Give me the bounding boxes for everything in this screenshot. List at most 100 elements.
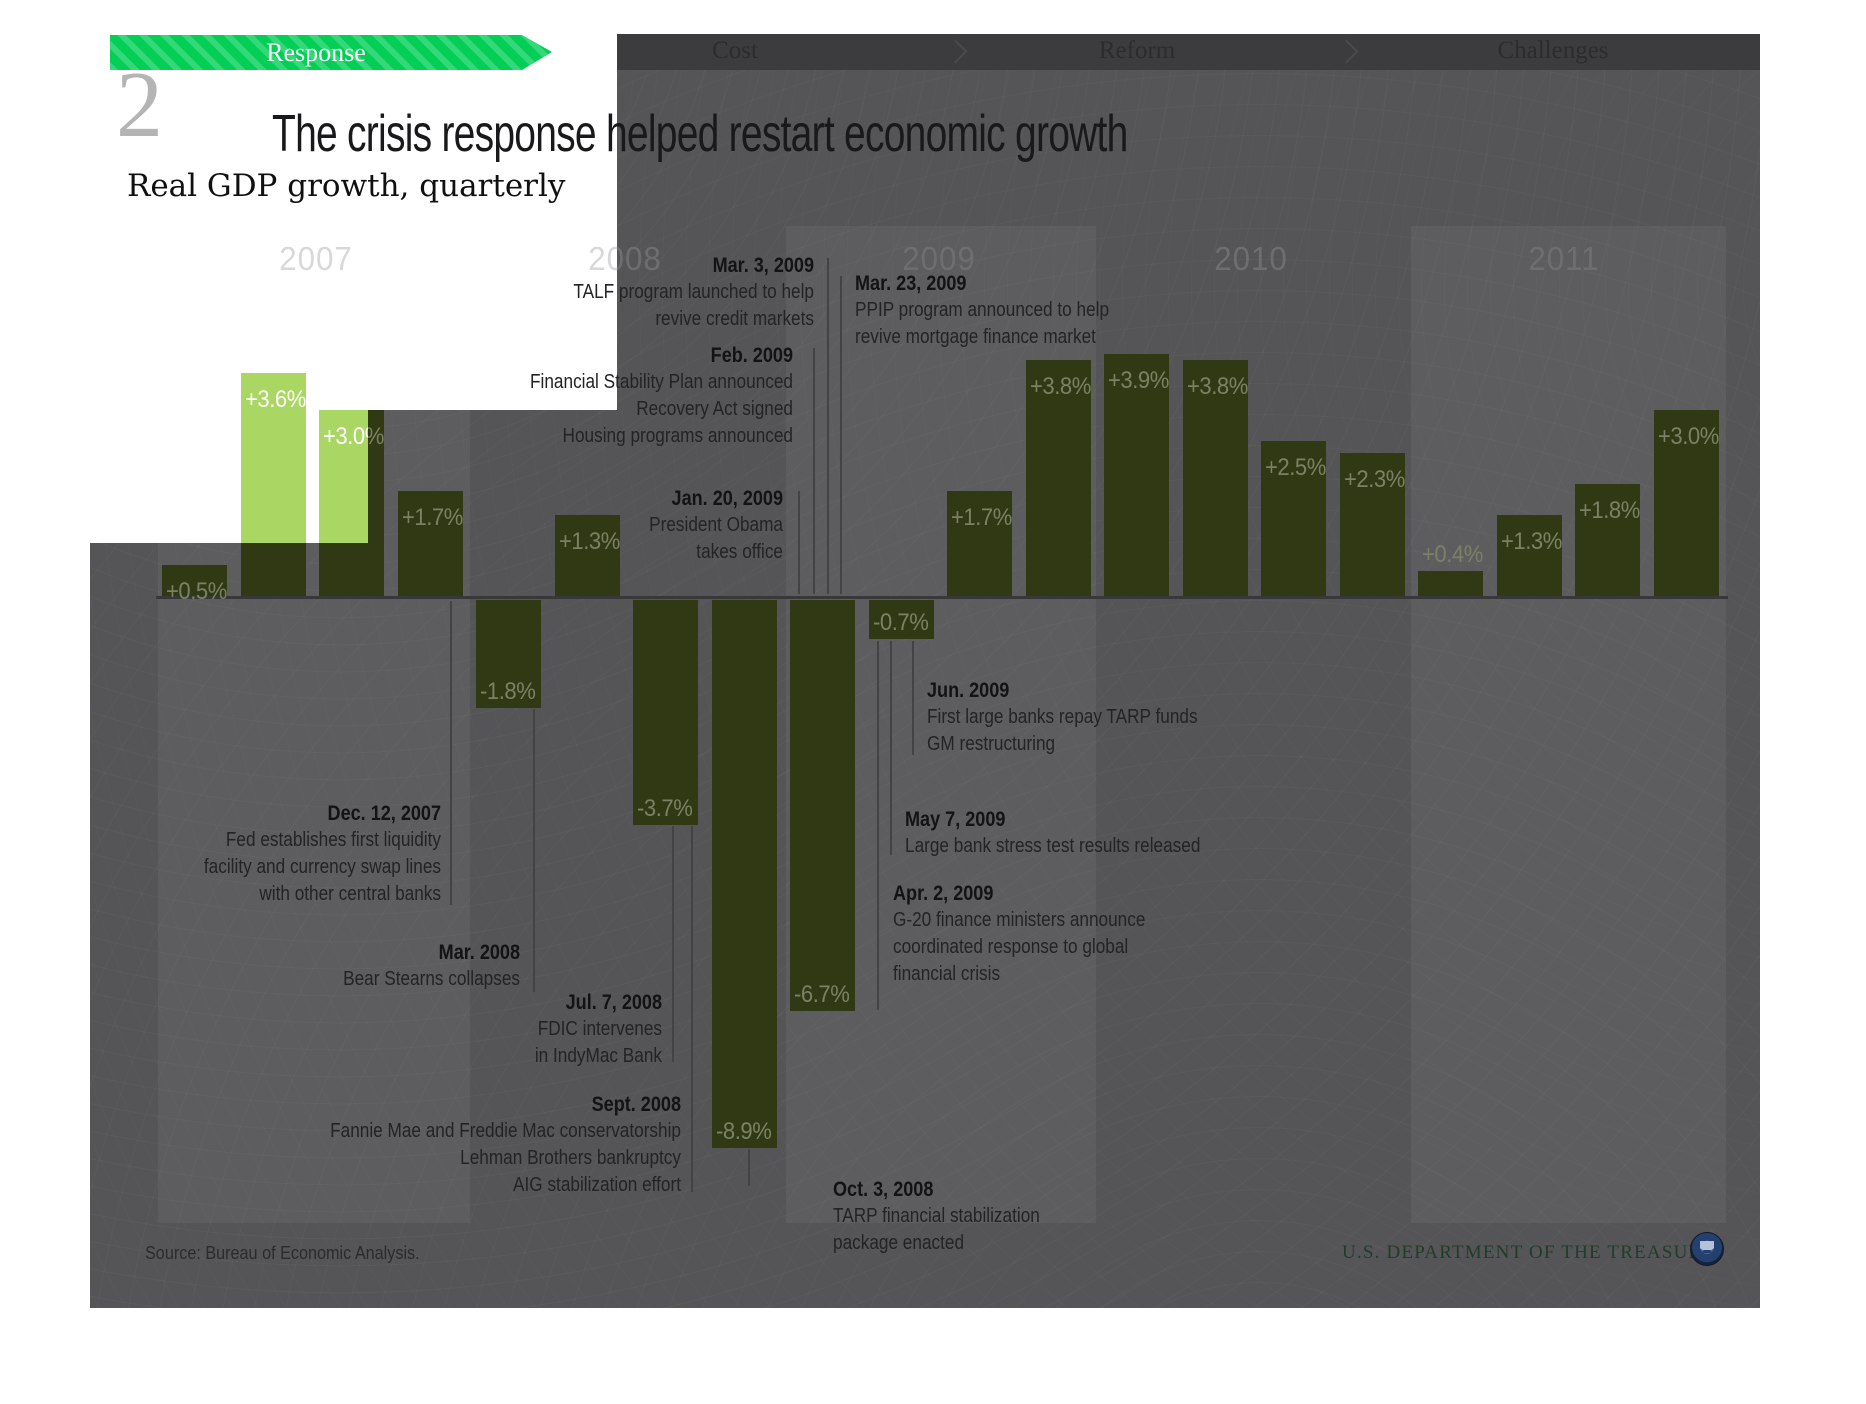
bar-value-label-2008 Q3: -3.7% [637, 795, 693, 822]
bar-2007 Q4 [398, 491, 463, 596]
annotation-line: revive mortgage finance market [855, 326, 1096, 348]
annotation-jul7-2008: Jul. 7, 2008 FDIC intervenes in IndyMac … [266, 989, 662, 1070]
bar-value-label-2008 Q1: -1.8% [480, 678, 536, 705]
bar-2010 Q1 [1104, 354, 1169, 596]
bar-2011 Q1 [1418, 571, 1483, 596]
bar-2007 Q1 [162, 565, 227, 596]
annotation-line: takes office [696, 541, 783, 563]
annotation-apr2-2009: Apr. 2, 2009 G-20 finance ministers anno… [893, 880, 1289, 988]
bar-value-label-2008 Q4: -8.9% [716, 1118, 772, 1145]
year-band-2011 [1411, 226, 1726, 1223]
annotation-line: President Obama [649, 514, 783, 536]
annotation-jan20-2009: Jan. 20, 2009 President Obama takes offi… [387, 485, 783, 566]
annotation-dec12-2007: Dec. 12, 2007 Fed establishes first liqu… [45, 800, 441, 908]
bar-value-label-2011 Q1: +0.4% [1422, 541, 1483, 568]
annotation-feb-2009: Feb. 2009 Financial Stability Plan annou… [397, 342, 793, 450]
bar-value-label-2011 Q4: +3.0% [1658, 423, 1719, 450]
annotation-date: Jul. 7, 2008 [565, 991, 662, 1014]
bar-value-label-2009 Q1: -6.7% [794, 981, 850, 1008]
annotation-date: Mar. 23, 2009 [855, 272, 967, 295]
nav-tab-response-label: Response [266, 38, 366, 67]
annotation-line: Housing programs announced [562, 425, 793, 447]
nav-tab-challenges[interactable]: Challenges [1497, 37, 1609, 64]
bar-value-label-2007 Q1: +0.5% [166, 578, 227, 605]
bar-2011 Q4 [1654, 410, 1719, 596]
bar-value-label-2010 Q3: +2.5% [1265, 454, 1326, 481]
bar-value-label-2009 Q3: +1.7% [951, 504, 1012, 531]
nav-tab-response-active[interactable]: Response [110, 35, 552, 70]
year-label-2009: 2009 [902, 240, 976, 277]
bar-value-label-2011 Q2: +1.3% [1501, 528, 1562, 555]
leader-line-jun-2009 [912, 641, 914, 755]
year-label-2007-bright: 2007 [279, 240, 353, 277]
annotation-date: Dec. 12, 2007 [327, 802, 441, 825]
annotation-mar-2008: Mar. 2008 Bear Stearns collapses [124, 939, 520, 993]
leader-line-feb-2009 [813, 348, 815, 594]
annotation-jun-2009: Jun. 2009 First large banks repay TARP f… [927, 677, 1323, 758]
annotation-line: Lehman Brothers bankruptcy [460, 1147, 681, 1169]
annotation-line: with other central banks [259, 883, 441, 905]
annotation-date: Feb. 2009 [710, 344, 793, 367]
annotation-date: Jun. 2009 [927, 679, 1010, 702]
leader-line-dec12-2007 [450, 601, 452, 905]
bar-value-label-2011 Q3: +1.8% [1579, 497, 1640, 524]
annotation-line: TARP financial stabilization [833, 1205, 1040, 1227]
annotation-line: revive credit markets [655, 308, 814, 330]
bar-2010 Q4 [1340, 453, 1405, 596]
bar-value-label-2007 Q2: +3.6% [245, 386, 306, 413]
annotation-line: Fannie Mae and Freddie Mac conservatorsh… [330, 1120, 681, 1142]
annotation-line: G-20 finance ministers announce [893, 909, 1146, 931]
nav-tab-cost[interactable]: Cost [712, 37, 758, 64]
year-label-2010: 2010 [1214, 240, 1288, 277]
leader-line-mar23-2009 [840, 276, 842, 594]
bar-2008 Q1 [476, 600, 541, 708]
annotation-date: Apr. 2, 2009 [893, 882, 994, 905]
leader-line-oct3-2008 [748, 1149, 750, 1186]
section-number: 2 [116, 53, 163, 157]
treasury-seal-icon [1690, 1232, 1724, 1266]
bar-highlighted-2007 Q2 [241, 373, 306, 543]
bar-2011 Q2 [1497, 515, 1562, 596]
annotation-date: May 7, 2009 [905, 808, 1006, 831]
bar-value-label-2009 Q4: +3.8% [1030, 373, 1091, 400]
annotation-line: package enacted [833, 1232, 965, 1254]
agency-name: U.S. DEPARTMENT OF THE TREASURY [1342, 1242, 1717, 1263]
bar-2009 Q2 [869, 600, 934, 639]
bar-value-label-2010 Q4: +2.3% [1344, 466, 1405, 493]
annotation-mar23-2009: Mar. 23, 2009 PPIP program announced to … [855, 270, 1251, 351]
bar-2009 Q3 [947, 491, 1012, 596]
bar-value-label-2010 Q2: +3.8% [1187, 373, 1248, 400]
arrow-stripes [110, 35, 552, 70]
leader-line-may7-2009 [890, 641, 892, 855]
annotation-line: PPIP program announced to help [855, 299, 1110, 321]
annotation-line: First large banks repay TARP funds [927, 706, 1198, 728]
annotation-line: financial crisis [893, 963, 1001, 985]
annotation-date: Sept. 2008 [591, 1093, 681, 1116]
annotation-line: TALF program launched to help [573, 281, 814, 303]
leader-line-jul7-2008 [672, 826, 674, 1062]
bar-value-label-2009 Q2: -0.7% [873, 609, 929, 636]
annotation-line: Large bank stress test results released [905, 835, 1201, 857]
annotation-may7-2009: May 7, 2009 Large bank stress test resul… [905, 806, 1301, 860]
bar-2008 Q2 [555, 515, 620, 596]
annotation-line: Fed establishes first liquidity [225, 829, 441, 851]
bar-2008 Q4 [712, 600, 777, 1148]
annotation-line: Bear Stearns collapses [343, 968, 520, 990]
chart-subtitle: Real GDP growth, quarterly [127, 168, 566, 204]
bar-value-label-2010 Q1: +3.9% [1108, 367, 1169, 394]
leader-line-jan20-2009 [798, 491, 800, 594]
leader-line-mar-2008 [533, 709, 535, 992]
x-axis-line [156, 596, 1728, 599]
bar-value-label-2008 Q2: +1.3% [559, 528, 620, 555]
annotation-date: Oct. 3, 2008 [833, 1178, 934, 1201]
bar-2011 Q3 [1575, 484, 1640, 596]
bar-2008 Q3 [633, 600, 698, 825]
annotation-sept-2008: Sept. 2008 Fannie Mae and Freddie Mac co… [285, 1091, 681, 1199]
year-label-2008-bright: 2008 [549, 240, 617, 278]
bar-2010 Q3 [1261, 441, 1326, 596]
nav-tab-reform[interactable]: Reform [1098, 37, 1176, 64]
bar-2010 Q2 [1183, 360, 1248, 596]
annotation-line: Recovery Act signed [636, 398, 793, 420]
annotation-line: coordinated response to global [893, 936, 1129, 958]
